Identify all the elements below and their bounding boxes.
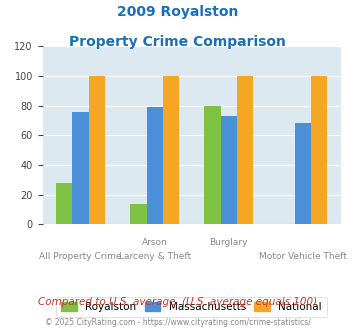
Bar <box>204 106 220 224</box>
Bar <box>295 123 311 224</box>
Text: Larceny & Theft: Larceny & Theft <box>119 252 191 261</box>
Bar <box>163 76 179 224</box>
Bar <box>147 107 163 224</box>
Bar <box>237 76 253 224</box>
Text: © 2025 CityRating.com - https://www.cityrating.com/crime-statistics/: © 2025 CityRating.com - https://www.city… <box>45 318 310 327</box>
Bar <box>311 76 327 224</box>
Text: Arson: Arson <box>142 238 168 247</box>
Text: Burglary: Burglary <box>209 238 248 247</box>
Text: 2009 Royalston: 2009 Royalston <box>117 5 238 19</box>
Bar <box>130 204 147 224</box>
Text: Compared to U.S. average. (U.S. average equals 100): Compared to U.S. average. (U.S. average … <box>38 297 317 307</box>
Legend: Royalston, Massachusetts, National: Royalston, Massachusetts, National <box>56 297 327 317</box>
Bar <box>56 183 72 224</box>
Text: All Property Crime: All Property Crime <box>39 252 122 261</box>
Text: Motor Vehicle Theft: Motor Vehicle Theft <box>259 252 347 261</box>
Bar <box>72 112 89 224</box>
Bar <box>220 116 237 224</box>
Bar <box>89 76 105 224</box>
Text: Property Crime Comparison: Property Crime Comparison <box>69 35 286 49</box>
